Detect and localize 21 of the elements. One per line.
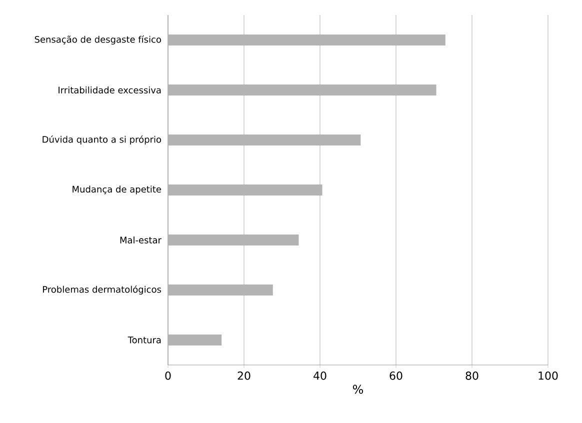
y-tick-label: Mal-estar — [120, 236, 162, 244]
y-tick-label: Sensação de desgaste físico — [34, 35, 161, 45]
bar — [168, 284, 273, 296]
y-tick-label: Problemas dermatológicos — [43, 285, 162, 295]
y-tick-label: Irritabilidade excessiva — [58, 86, 161, 94]
x-tick-label: 20 — [238, 372, 250, 380]
y-tick-label: Dúvida quanto a si próprio — [42, 135, 162, 145]
bar — [168, 84, 436, 96]
x-tick-label: 40 — [314, 372, 326, 380]
bar — [168, 184, 322, 196]
bar — [168, 334, 222, 346]
y-tick-label: Tontura — [128, 336, 161, 344]
bar — [168, 134, 361, 146]
x-tick-label: 60 — [390, 372, 402, 380]
x-axis-title: % — [352, 384, 364, 394]
x-tick-label: 100 — [538, 372, 558, 380]
bar — [168, 34, 446, 46]
x-tick-label: 0 — [165, 372, 171, 380]
y-tick-label: Mudança de apetite — [72, 186, 162, 194]
bar — [168, 234, 299, 246]
x-tick-label: 80 — [466, 372, 478, 380]
